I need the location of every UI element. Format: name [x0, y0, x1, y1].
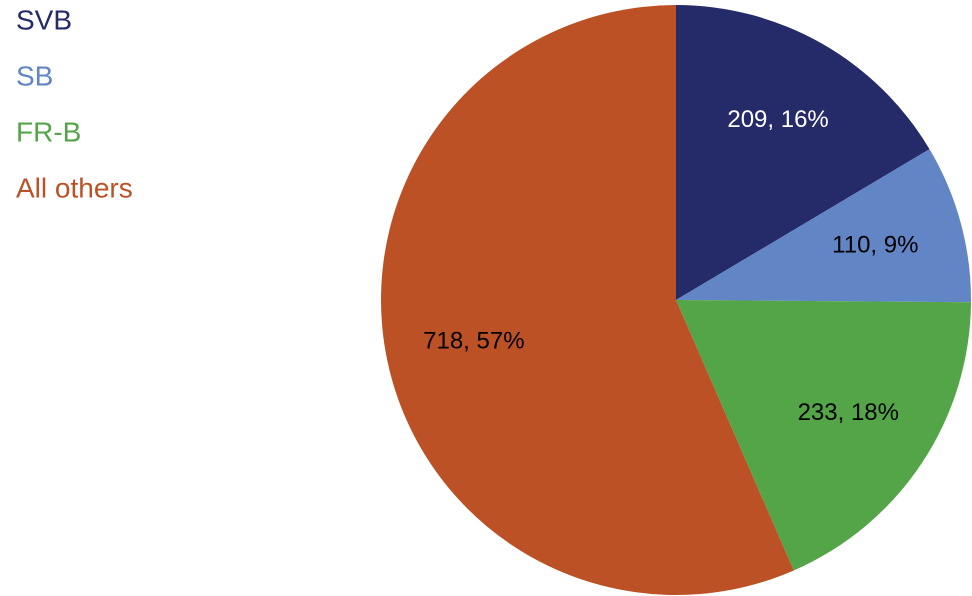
slice-label: 209, 16% — [727, 106, 828, 133]
legend-entry: All others — [16, 172, 133, 203]
legend-entry: SB — [16, 60, 53, 91]
slice-label: 110, 9% — [832, 231, 918, 258]
legend-entry: SVB — [16, 4, 72, 35]
pie-slice — [676, 300, 971, 571]
legend-entry: FR-B — [16, 116, 81, 147]
slice-label: 718, 57% — [423, 327, 524, 354]
pie-slice — [676, 5, 930, 300]
pie-slice — [380, 5, 794, 595]
pie-slice — [676, 149, 971, 303]
slice-label: 233, 18% — [798, 399, 899, 426]
